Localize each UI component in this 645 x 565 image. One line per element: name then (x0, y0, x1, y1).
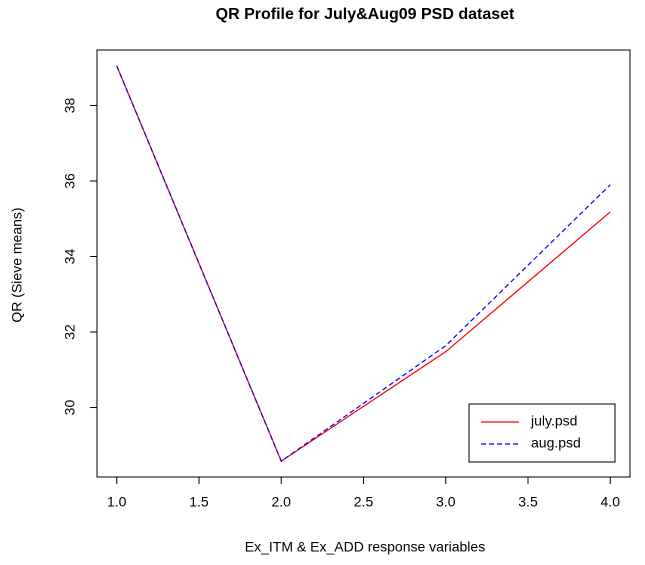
x-tick-label: 3.0 (436, 494, 456, 510)
y-tick-label: 38 (62, 98, 78, 114)
x-tick-label: 4.0 (601, 494, 621, 510)
x-tick-label: 1.0 (107, 494, 127, 510)
legend-label: aug.psd (531, 435, 581, 451)
x-tick-label: 1.5 (189, 494, 209, 510)
chart-title: QR Profile for July&Aug09 PSD dataset (216, 6, 515, 23)
series-line (116, 65, 611, 463)
y-tick-label: 36 (62, 173, 78, 189)
y-tick-label: 34 (62, 249, 78, 265)
y-axis-label: QR (Sieve means) (9, 207, 25, 322)
legend-box (468, 403, 616, 463)
x-axis-label: Ex_ITM & Ex_ADD response variables (245, 539, 485, 555)
y-tick-label: 32 (62, 324, 78, 340)
x-tick-label: 2.5 (354, 494, 374, 510)
legend-label: july.psd (530, 413, 577, 429)
y-tick-label: 30 (62, 400, 78, 416)
series-line (116, 65, 611, 463)
x-tick-label: 2.0 (272, 494, 292, 510)
x-tick-label: 3.5 (518, 494, 538, 510)
